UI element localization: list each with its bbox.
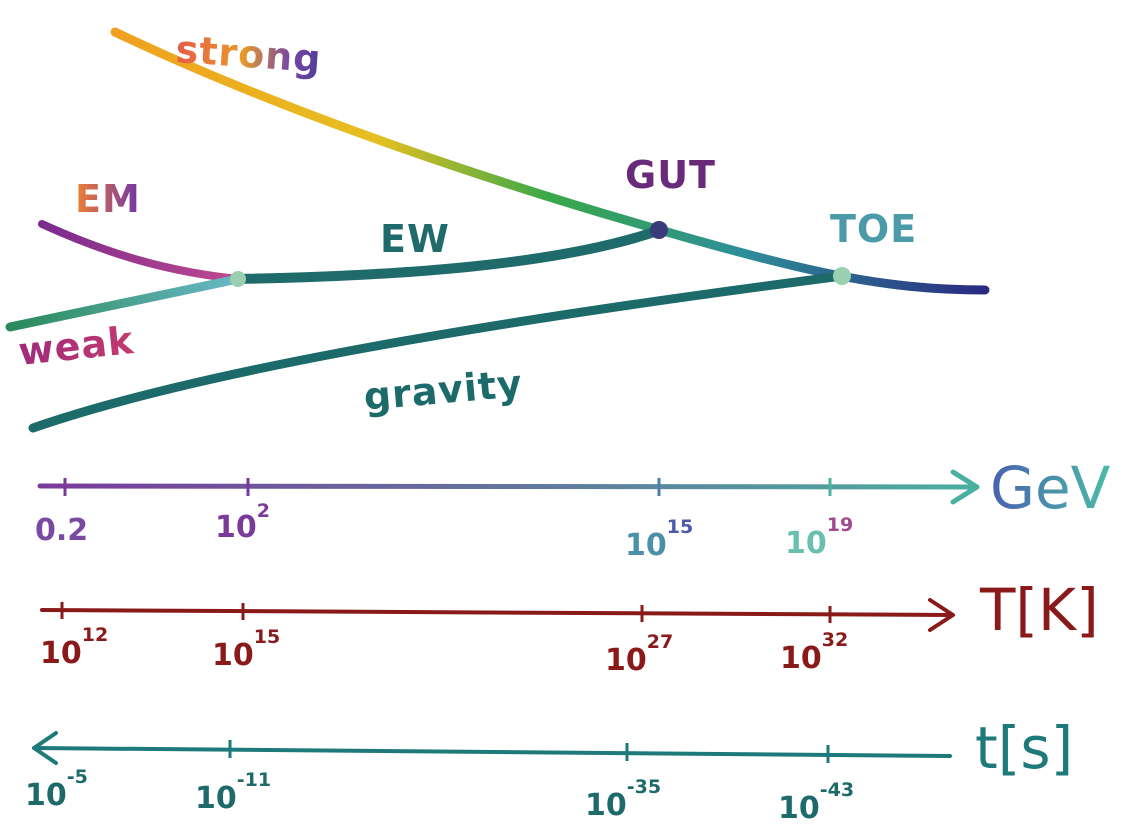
time-axis-arrowhead [32, 731, 58, 765]
temperature-tick-label: 1032 [780, 629, 848, 676]
time-tick-label: 10-11 [195, 769, 271, 816]
energy-tick-label: 0.2 [35, 513, 88, 548]
em-label: EM [75, 177, 141, 221]
toe-unification-node [833, 267, 851, 285]
time-tick-label: 10-35 [585, 776, 661, 823]
energy-axis-arrowhead [950, 469, 980, 505]
ew-label: EW [380, 217, 450, 261]
temperature-axis-arrowhead [928, 598, 955, 632]
strong-force-curve [110, 27, 990, 295]
time-tick-label: 10-5 [25, 766, 88, 813]
time-axis: 10-5 10-11 10-35 10-43 t[s] [25, 714, 1073, 826]
temperature-tick-label: 1027 [605, 631, 673, 678]
time-axis-line [32, 746, 952, 758]
temperature-tick-label: 1012 [40, 624, 108, 671]
temperature-axis-line [40, 608, 952, 617]
toe-label: TOE [830, 207, 917, 251]
temperature-axis: 1012 1015 1027 1032 T[K] [40, 576, 1099, 678]
gravity-curve [28, 271, 847, 433]
gut-unification-node [650, 221, 668, 239]
electroweak-curve [233, 225, 665, 284]
time-tick-label: 10-43 [778, 779, 854, 826]
energy-unit-label: GeV [990, 454, 1111, 522]
temperature-unit-label: T[K] [979, 576, 1099, 644]
weak-force-curve [5, 274, 243, 332]
energy-tick-label: 1015 [625, 516, 693, 563]
time-unit-label: t[s] [975, 714, 1073, 782]
gravity-label: gravity [362, 361, 525, 419]
ew-unification-node [230, 271, 246, 287]
em-force-curve [38, 220, 242, 283]
strong-label: strong [174, 27, 323, 81]
energy-tick-label: 1019 [785, 514, 853, 561]
energy-tick-label: 102 [215, 500, 270, 545]
temperature-tick-label: 1015 [212, 626, 280, 673]
energy-axis: 0.2 102 1015 1019 GeV [35, 454, 1111, 563]
energy-axis-line [37, 483, 978, 490]
gut-label: GUT [625, 153, 716, 197]
